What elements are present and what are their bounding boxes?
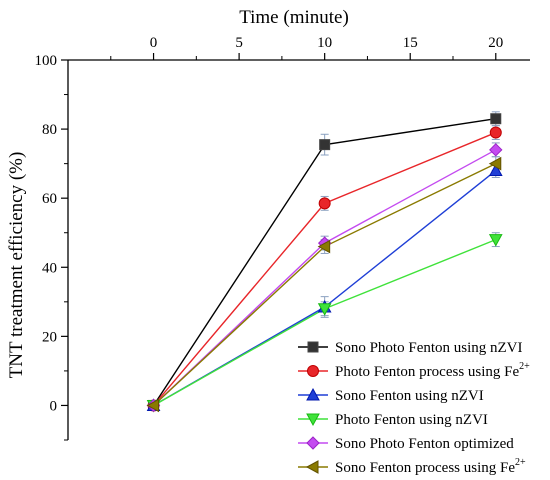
series-layer	[146, 111, 503, 413]
x-tick-label: 15	[403, 35, 418, 51]
y-tick-label: 60	[42, 191, 57, 207]
y-tick-label: 100	[35, 53, 58, 69]
axes: 0 20 40 60 80 100 0 5 10 15 20	[35, 35, 530, 441]
x-tick-label: 10	[317, 35, 332, 51]
legend-marker	[307, 341, 319, 353]
data-point	[489, 126, 502, 139]
y-tick-label: 40	[42, 260, 57, 276]
legend-item: Photo Fenton process using Fe2+	[298, 361, 530, 380]
legend-label: Photo Fenton process using Fe2+	[335, 361, 530, 380]
data-point	[319, 139, 331, 151]
data-point	[489, 143, 503, 157]
y-tick-label: 0	[50, 398, 58, 414]
legend-label: Sono Fenton using nZVI	[335, 388, 484, 404]
series-line	[152, 118, 496, 406]
data-point	[318, 197, 331, 210]
y-tick-label: 20	[42, 329, 57, 345]
data-point	[488, 163, 503, 177]
data-point	[488, 234, 503, 247]
x-tick-label: 20	[488, 35, 503, 51]
data-point	[146, 398, 160, 413]
legend-label: Sono Photo Fenton optimized	[335, 436, 514, 452]
legend: Sono Photo Fenton using nZVI Photo Fenton…	[298, 340, 530, 476]
legend-marker	[306, 436, 320, 450]
legend-marker	[306, 387, 320, 401]
series-4-markers	[146, 234, 503, 413]
series-line	[153, 238, 497, 407]
legend-item: Sono Photo Fenton optimized	[298, 436, 514, 452]
data-point	[488, 156, 502, 171]
legend-marker	[305, 460, 319, 474]
legend-label: Photo Fenton using nZVI	[335, 412, 488, 428]
data-point	[490, 113, 502, 125]
legend-marker	[307, 365, 319, 377]
y-axis-title: TNT treatment efficiency (%)	[6, 152, 27, 379]
legend-marker	[306, 413, 320, 427]
legend-item: Sono Fenton process using Fe2+	[298, 457, 526, 476]
legend-item: Sono Photo Fenton using nZVI	[298, 340, 523, 356]
x-tick-label: 0	[150, 35, 158, 51]
x-axis-title: Time (minute)	[239, 7, 349, 28]
y-tick-label: 80	[42, 122, 57, 138]
data-point	[317, 239, 331, 254]
legend-item: Photo Fenton using nZVI	[298, 412, 488, 428]
legend-label: Sono Photo Fenton using nZVI	[335, 340, 523, 356]
legend-label: Sono Fenton process using Fe2+	[335, 457, 526, 476]
series-6-markers	[146, 156, 502, 413]
data-point	[317, 303, 332, 316]
x-tick-label: 5	[235, 35, 243, 51]
legend-item: Sono Fenton using nZVI	[298, 387, 484, 404]
